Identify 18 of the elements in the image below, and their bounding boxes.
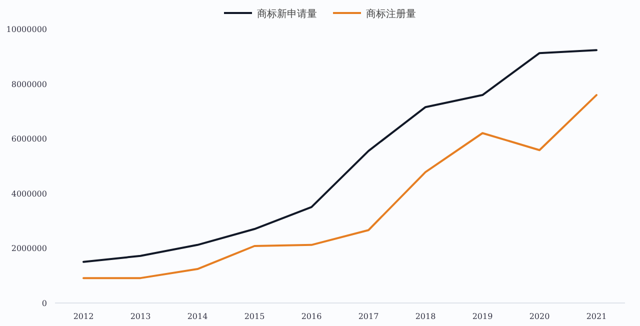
y-tick-label: 0 — [42, 299, 47, 308]
legend-label: 商标新申请量 — [257, 8, 317, 20]
x-tick-label: 2019 — [472, 312, 493, 321]
y-tick-label: 8000000 — [11, 80, 47, 89]
x-tick-label: 2020 — [529, 312, 550, 321]
legend-label: 商标注册量 — [366, 8, 416, 20]
y-tick-label: 4000000 — [11, 189, 47, 198]
x-tick-label: 2013 — [130, 312, 151, 321]
y-tick-label: 6000000 — [11, 134, 47, 144]
x-tick-label: 2018 — [415, 312, 436, 321]
x-tick-label: 2017 — [358, 312, 379, 321]
y-tick-label: 2000000 — [11, 244, 47, 254]
x-tick-label: 2016 — [301, 312, 322, 321]
x-tick-label: 2014 — [187, 312, 208, 321]
x-tick-label: 2015 — [244, 312, 265, 321]
x-tick-label: 2021 — [586, 312, 607, 321]
y-tick-label: 10000000 — [6, 25, 47, 34]
x-tick-label: 2012 — [73, 312, 94, 321]
